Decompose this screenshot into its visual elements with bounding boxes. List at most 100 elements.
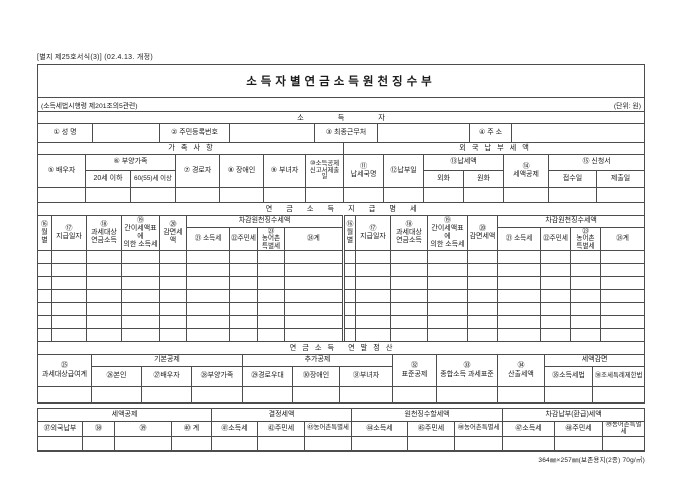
empty-cell (427, 315, 468, 329)
empty-cell (86, 289, 122, 303)
empty-cell (392, 386, 437, 403)
empty-cell (570, 328, 601, 342)
empty-cell (86, 315, 122, 329)
empty-cell (229, 250, 258, 264)
unit-note: (단위: 원) (613, 102, 641, 110)
empty-cell (599, 250, 644, 264)
empty-cell (544, 386, 593, 403)
col-basic-spouse: ㉗배우자 (141, 366, 192, 387)
col-determined-income-tax: ㊶소득세 (211, 421, 259, 437)
empty-cell (121, 302, 160, 316)
empty-cell (257, 435, 306, 451)
empty-cell (186, 263, 230, 277)
empty-cell (284, 315, 344, 329)
section-foreign-tax-title: 외국납부세액 (343, 142, 644, 155)
empty-cell (602, 435, 644, 451)
empty-cell (540, 289, 571, 303)
empty-cell (548, 187, 598, 203)
col-dependents-under20: 20세 이하 (85, 170, 131, 188)
empty-cell (497, 263, 541, 277)
col-total-left: ㉔계 (284, 227, 344, 251)
empty-cell (467, 289, 498, 303)
col-additional-disabled: ㉚장애인 (292, 366, 340, 387)
empty-cell (342, 250, 356, 264)
year-end-settlement-table: 연금소득 연말정산 ㉕ 과세대상급여계 기본공제 추가공제 ㉜ 표준공제 ㉝ 종… (38, 341, 644, 403)
empty-cell (292, 386, 340, 403)
empty-cell (427, 302, 468, 316)
empty-data-row (38, 302, 644, 316)
col-simplified-tax-right: ⑲ 간이세액표에 의한 소득세 (427, 215, 468, 251)
group-additional-deduction: 추가공제 (242, 354, 393, 367)
empty-cell (86, 302, 122, 316)
empty-cell (343, 187, 385, 203)
empty-cell (467, 263, 498, 277)
empty-cell (51, 276, 87, 290)
empty-cell (91, 386, 142, 403)
col-resident-tax-left: ㉒주민세 (229, 227, 258, 251)
empty-cell (257, 302, 285, 316)
col-woman: ⑨ 부녀자 (263, 154, 306, 188)
empty-cell (257, 315, 285, 329)
empty-cell (51, 263, 87, 277)
empty-data-row (38, 187, 644, 203)
empty-cell (342, 289, 356, 303)
empty-cell (86, 276, 122, 290)
col-determined-resident-tax: ㊷주민세 (257, 421, 306, 437)
col-senior: ⑦ 경로자 (175, 154, 220, 188)
empty-cell (383, 187, 425, 203)
group-determined-tax: 결정세액 (211, 408, 353, 422)
form-reference: [별지 제25호서식(3)] (02.4.13. 개정) (37, 54, 153, 61)
group-basic-deduction: 기본공제 (91, 354, 243, 367)
address-value (511, 123, 644, 143)
form-sheet: [별지 제25호서식(3)] (02.4.13. 개정) 소득자별연금소득원천징… (37, 52, 645, 464)
empty-cell (355, 328, 391, 342)
col-taxable-pension-right: ⑱ 과세대상 연금소득 (390, 215, 428, 251)
empty-cell (38, 302, 52, 316)
final-settlement-box: 세액공제 결정세액 원천징수할세액 차감납부(환급)세액 ㊲외국납부 ㊳ ㊴ ㊵… (37, 408, 645, 452)
group-tax-credit: 세액공제 (38, 408, 213, 422)
col-total-right: ㉔계 (599, 227, 644, 251)
law-reference: (소득세법시행령 제201조의5관련) (41, 102, 138, 110)
empty-cell (229, 276, 258, 290)
col-month-left: ⑯ 월별 (38, 215, 52, 251)
col-credit-foreign: ㊲외국납부 (38, 421, 83, 437)
col-tax-base: ㉝ 종합소득 과세표준 (436, 354, 498, 387)
empty-cell (390, 263, 428, 277)
col-credit-blank-1: ㊳ (82, 421, 115, 437)
empty-cell (304, 435, 353, 451)
empty-cell (355, 289, 391, 303)
col-resident-tax-right: ㉒주민세 (540, 227, 571, 251)
col-credit-blank-2: ㊴ (114, 421, 172, 437)
empty-cell (51, 289, 87, 303)
empty-cell (390, 250, 428, 264)
empty-cell (497, 276, 541, 290)
empty-cell (121, 250, 160, 264)
empty-cell (85, 187, 131, 203)
group-tax-reduction: 세액감면 (543, 354, 644, 367)
form-title: 소득자별연금소득원천징수부 (38, 65, 644, 98)
last-workplace-value (377, 123, 470, 143)
col-balance-income-tax: ㊼소득세 (502, 421, 556, 437)
empty-cell (497, 386, 545, 403)
empty-cell (191, 386, 243, 403)
col-reduction-income-tax-law: ㉟소득세법 (544, 366, 593, 387)
empty-cell (284, 289, 344, 303)
empty-cell (86, 250, 122, 264)
empty-cell (219, 187, 264, 203)
col-application-group: ⑮ 신청서 (548, 154, 644, 171)
col-balance-resident-tax: ㊽주민세 (554, 421, 604, 437)
empty-cell (170, 435, 213, 451)
col-dependents-group: ⑥ 부양가족 (85, 154, 176, 171)
empty-cell (540, 328, 571, 342)
empty-cell (467, 302, 498, 316)
empty-cell (257, 263, 285, 277)
empty-cell (342, 302, 356, 316)
empty-cell (38, 250, 52, 264)
col-additional-woman: ㉛부녀자 (339, 366, 393, 387)
empty-cell (423, 187, 465, 203)
empty-cell (570, 263, 601, 277)
address-label: ④ 주 소 (469, 123, 512, 143)
empty-cell (355, 250, 391, 264)
empty-cell (342, 315, 356, 329)
empty-cell (284, 263, 344, 277)
